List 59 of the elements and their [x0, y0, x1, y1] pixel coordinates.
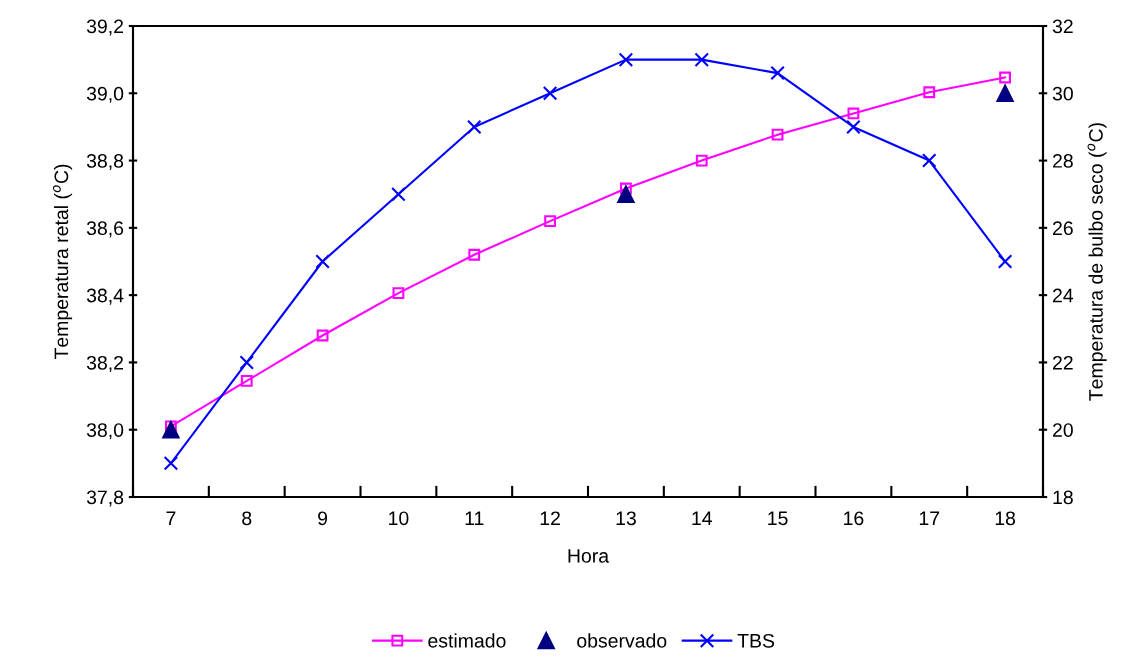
point — [618, 52, 634, 67]
y-tick-label: 38,6 — [86, 221, 124, 238]
y-axis-title: Temperatura retal ($^{o}$C) — [52, 164, 73, 360]
point — [392, 287, 405, 300]
y-tick-label: 39,2 — [86, 19, 123, 36]
point — [846, 119, 861, 135]
point — [996, 84, 1014, 102]
point — [923, 86, 936, 99]
y-tick-label: 38,2 — [86, 355, 123, 372]
x-tick-label: 15 — [768, 511, 788, 526]
point — [391, 186, 406, 202]
x-axis-title: Hora — [568, 549, 610, 563]
legend-label: observado — [577, 633, 667, 648]
y2-tick-label: 20 — [1053, 423, 1073, 437]
y-tick-label: 39,0 — [86, 86, 124, 103]
y-tick-label: 38,0 — [86, 423, 124, 440]
y2-axis-title: Temperatura de bulbo seco ($^{o}$C) — [1087, 123, 1107, 401]
point — [163, 456, 179, 471]
point — [770, 65, 785, 81]
y2-tick-label: 30 — [1052, 86, 1073, 101]
y2-tick-label: 28 — [1053, 154, 1073, 168]
point — [847, 107, 860, 120]
x-tick-label: 17 — [919, 511, 940, 525]
legend-label: estimado — [428, 633, 506, 648]
x-tick-label: 14 — [692, 511, 712, 525]
point — [771, 128, 784, 141]
x-tick-label: 7 — [166, 511, 176, 525]
x-tick-label: 11 — [465, 511, 484, 525]
point — [468, 248, 481, 261]
y-tick-label: 37,8 — [86, 490, 124, 507]
point — [542, 86, 558, 101]
y2-tick-label: 32 — [1052, 19, 1073, 34]
x-tick-label: 9 — [318, 511, 328, 526]
legend-label: TBS — [737, 633, 775, 648]
x-tick-label: 16 — [844, 511, 864, 526]
x-tick-label: 10 — [389, 511, 409, 526]
y2-tick-label: 24 — [1053, 288, 1074, 303]
point — [315, 254, 330, 269]
point — [466, 119, 482, 135]
y-tick-label: 38,4 — [86, 288, 124, 305]
x-tick-label: 13 — [616, 511, 636, 526]
point — [617, 185, 635, 203]
point — [921, 153, 937, 168]
point — [544, 215, 556, 228]
point — [316, 329, 329, 342]
point — [695, 154, 708, 167]
y2-tick-label: 22 — [1053, 355, 1073, 370]
point — [694, 52, 710, 67]
y2-tick-label: 26 — [1053, 221, 1073, 236]
point — [997, 254, 1013, 269]
point — [999, 71, 1011, 84]
x-tick-label: 12 — [540, 511, 560, 525]
x-tick-label: 18 — [995, 511, 1016, 526]
point — [239, 355, 255, 370]
point — [240, 375, 253, 387]
x-tick-label: 8 — [242, 511, 252, 526]
y-tick-label: 38,8 — [86, 154, 124, 171]
y2-tick-label: 18 — [1053, 490, 1073, 505]
point — [162, 421, 180, 439]
